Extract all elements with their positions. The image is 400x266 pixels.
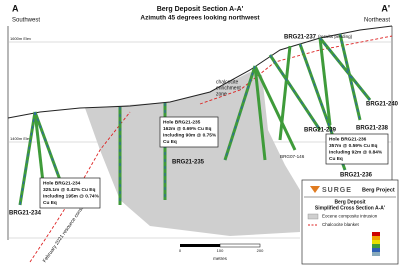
- legend-swatch: [307, 213, 319, 220]
- hole-label: BRG21-235: [172, 160, 205, 166]
- scale-tick: 0: [179, 248, 182, 253]
- callout-box: [159, 116, 219, 148]
- callout-text: including 90m @ 0.75%: [163, 132, 217, 138]
- drill-holes: [18, 33, 372, 206]
- callout-text: 357m @ 0.59% Cu Eq: [329, 143, 377, 149]
- company: SURGE: [322, 187, 352, 194]
- scale-bar: [180, 244, 220, 247]
- elevation-label: 1400m Elev: [10, 136, 31, 141]
- callout-text: Cu Eq: [329, 156, 343, 162]
- hole-label: BRG21-240: [366, 102, 399, 108]
- callout-text: including 92m @ 0.84%: [329, 149, 383, 155]
- grade-colors: [372, 232, 380, 256]
- legend-item: Eocene composite intrusion: [322, 214, 378, 219]
- direction: Northeast: [364, 18, 390, 24]
- hole-label: BRG21-239: [304, 128, 337, 134]
- hole-label: BRG21-234: [9, 211, 42, 217]
- callout-text: 162m @ 0.69% Cu Eq: [163, 126, 211, 132]
- callout-text: Cu Eq: [43, 200, 57, 206]
- topography: [7, 25, 393, 119]
- intrusion: [85, 72, 300, 236]
- legend-box: [301, 179, 399, 265]
- legend-item: Chalcocite blanket: [322, 222, 360, 227]
- legend-title: Berg Deposit: [334, 199, 365, 205]
- project: Berg Project: [362, 187, 395, 193]
- hole-label: BRG21-238: [356, 126, 389, 132]
- direction: Southwest: [12, 18, 40, 24]
- callout-text: Hole BRG21-236: [329, 136, 367, 142]
- callout-text: including 195m @ 0.74%: [43, 193, 100, 199]
- section-end: A: [12, 3, 19, 13]
- subtitle: Azimuth 45 degrees looking northwest: [140, 15, 260, 22]
- section-end: A': [381, 3, 390, 13]
- callout-box: [39, 177, 101, 209]
- zone-label: zone: [216, 91, 227, 97]
- legend-title: Simplified Cross Section A-A': [315, 205, 385, 211]
- zone-label: chalcocite: [216, 79, 238, 85]
- logo-mark: [310, 186, 320, 193]
- callout-text: Cu Eq: [163, 139, 177, 145]
- callout-text: 325.1m @ 0.42% Cu Eq: [43, 187, 95, 193]
- callout-text: Hole BRG21-234: [43, 180, 81, 186]
- scale-bar: [219, 243, 261, 248]
- zone-label: enrichment: [216, 85, 241, 91]
- hole-label: BRG07-146: [280, 154, 305, 159]
- elevation-label: 1600m Elev: [10, 36, 31, 41]
- scale-unit: metres: [213, 256, 228, 261]
- callout-text: Hole BRG21-235: [163, 119, 201, 125]
- title: Berg Deposit Section A-A': [157, 6, 244, 13]
- callout-box: [325, 133, 389, 165]
- scale-tick: 100: [217, 248, 224, 253]
- hole-label: BRG21-236: [340, 173, 373, 179]
- scale-tick: 200: [257, 248, 264, 253]
- hole-label: BRG21-237: [284, 35, 317, 41]
- hole-note: (results pending): [318, 34, 353, 39]
